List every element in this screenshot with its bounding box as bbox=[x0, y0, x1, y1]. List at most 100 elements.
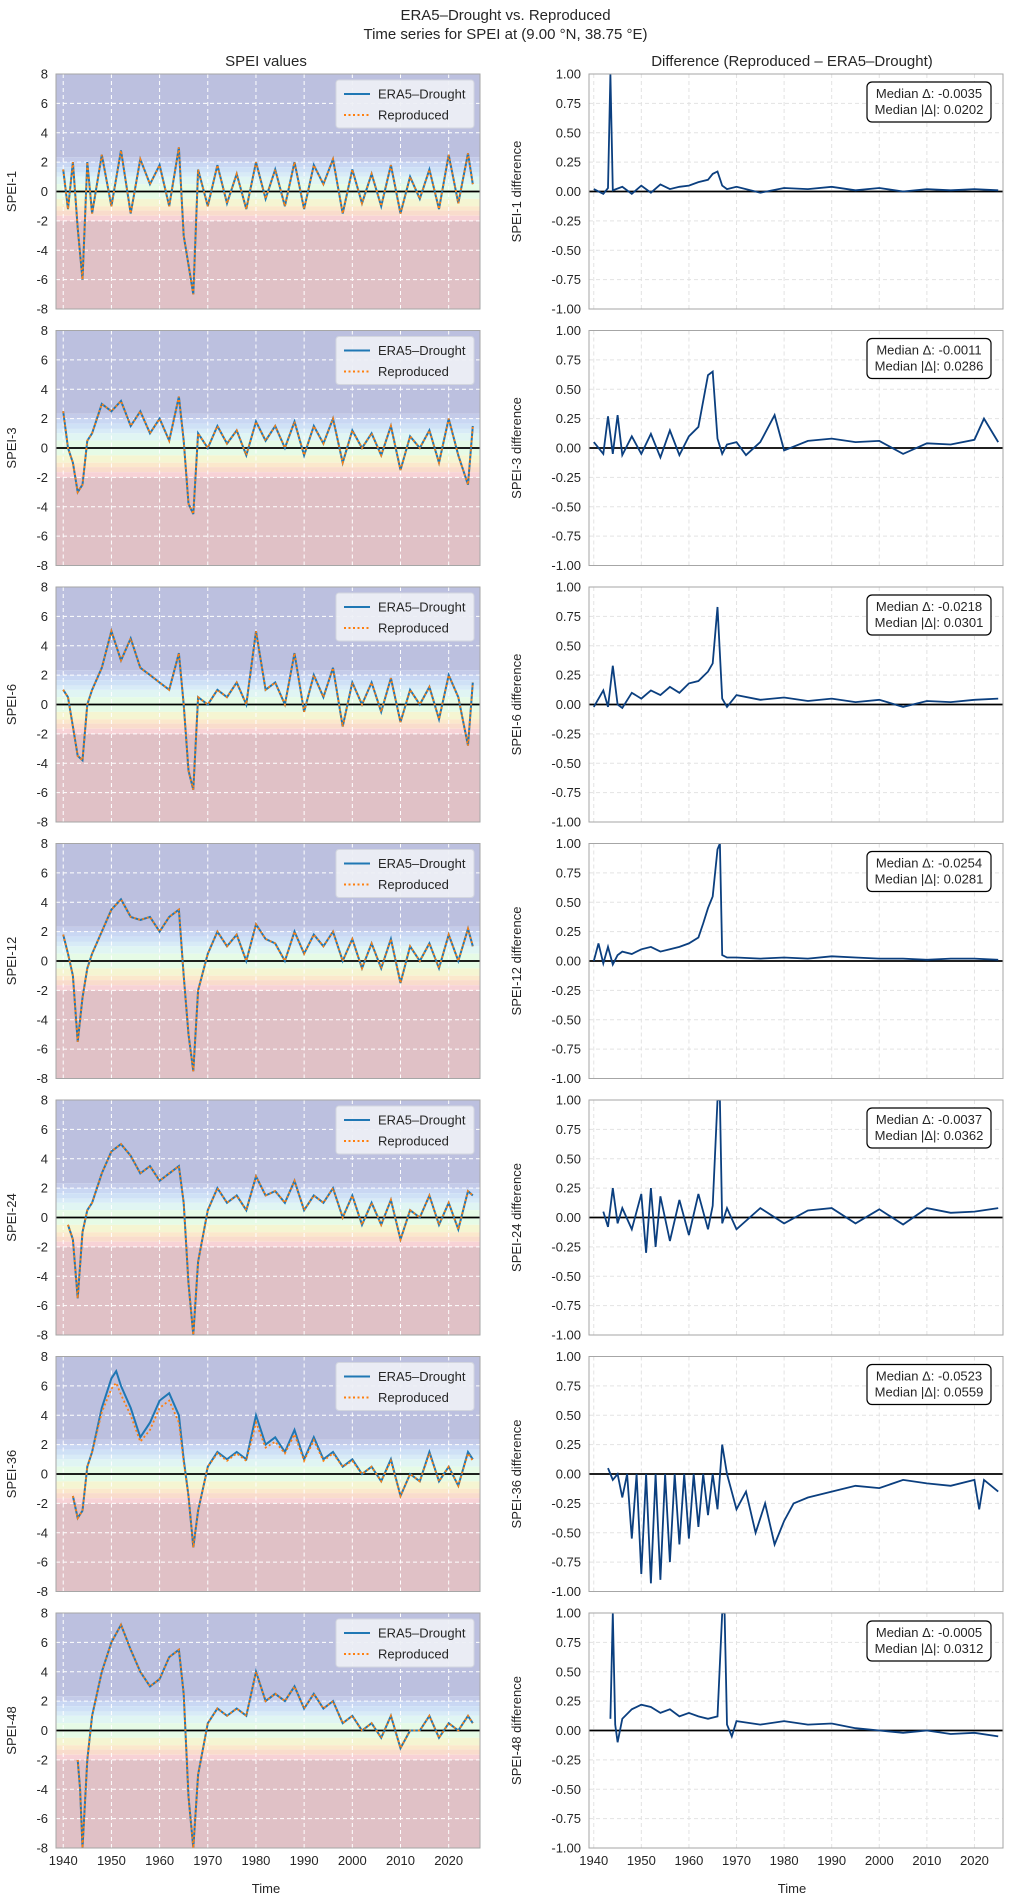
spei-6-ytick-label: 6 bbox=[41, 609, 48, 624]
spei-36-series-group bbox=[71, 1368, 474, 1548]
spei-3-difference-difference-series bbox=[593, 369, 999, 460]
spei-48-band-5 bbox=[56, 1715, 480, 1724]
right-xlabel: Time bbox=[778, 1881, 806, 1896]
spei-24-difference-ytick-label: 1.00 bbox=[556, 1093, 581, 1108]
spei-12-difference-difference-series bbox=[592, 843, 999, 967]
spei-24-ytick-label: -2 bbox=[36, 1239, 48, 1254]
figure-title: ERA5–Drought vs. Reproduced bbox=[400, 7, 611, 24]
spei-12-difference-ytick-label: 1.00 bbox=[556, 836, 581, 851]
spei-3-legend-reproduced-label: Reproduced bbox=[378, 364, 449, 379]
spei-48-band-3 bbox=[56, 1706, 480, 1712]
spei-36-difference-panel: -1.00 -0.75 -0.50 -0.25 0.00 0.25 0.50 0.75 1.00… bbox=[509, 1349, 1004, 1599]
spei-24-band-1 bbox=[56, 1183, 480, 1189]
spei-24-panel: -8 -6 -4 -2 0 2 4 6 8 SPEI-24 ERA5–Drought Reproduc… bbox=[4, 1093, 481, 1343]
spei-36-difference-ytick-label: 1.00 bbox=[556, 1349, 581, 1364]
spei-1-difference-ytick-label: -0.50 bbox=[551, 243, 581, 258]
spei-24-difference-ylabel: SPEI-24 difference bbox=[509, 1163, 524, 1272]
spei-48-band-11 bbox=[56, 1759, 480, 1848]
spei-1-difference-ytick-label: 1.00 bbox=[556, 67, 581, 82]
spei-48-difference-xtick-label: 1990 bbox=[817, 1853, 846, 1868]
spei-48-difference-ytick-label: -0.50 bbox=[551, 1782, 581, 1797]
spei-1-panel: -8 -6 -4 -2 0 2 4 6 8 SPEI-1 ERA5–Drought Reproduce… bbox=[4, 67, 481, 317]
spei-48-xtick-label: 2010 bbox=[386, 1853, 415, 1868]
spei-12-legend-box bbox=[335, 849, 475, 898]
spei-6-ytick-label: -8 bbox=[36, 815, 48, 830]
spei-24-difference-ytick-label: -0.25 bbox=[551, 1239, 581, 1254]
spei-36-difference-ylabel: SPEI-36 difference bbox=[509, 1420, 524, 1529]
spei-1-difference-ytick-label: -1.00 bbox=[551, 302, 581, 317]
spei-48-band-2 bbox=[56, 1701, 480, 1707]
spei-48-legend: ERA5–Drought Reproduced bbox=[335, 1618, 475, 1668]
spei-12-difference-ytick-label: 0.25 bbox=[556, 924, 581, 939]
spei-6-difference-ytick-label: 1.00 bbox=[556, 580, 581, 595]
spei-1-frame bbox=[55, 73, 481, 310]
spei-24-difference-difference-series bbox=[602, 1100, 999, 1253]
spei-6-difference-annotation-box bbox=[866, 594, 992, 636]
spei-1-difference-ytick-label: -0.25 bbox=[551, 213, 581, 228]
spei-24-legend-reproduced-label: Reproduced bbox=[378, 1134, 449, 1149]
spei-24-frame bbox=[55, 1099, 481, 1336]
spei-1-ytick-label: -4 bbox=[36, 243, 48, 258]
spei-48-ytick-label: -2 bbox=[36, 1752, 48, 1767]
right-column-title: Difference (Reproduced – ERA5–Drought) bbox=[651, 53, 933, 70]
spei-24-ytick-label: -6 bbox=[36, 1298, 48, 1313]
spei-1-difference-ytick-label: 0.50 bbox=[556, 125, 581, 140]
spei-12-ytick-label: -6 bbox=[36, 1042, 48, 1057]
spei-36-band-8 bbox=[56, 1488, 480, 1494]
spei-12-frame bbox=[55, 843, 481, 1079]
spei-36-difference-annotation-line: Median |Δ|: 0.0559 bbox=[875, 1385, 984, 1400]
spei-6-band-9 bbox=[56, 723, 480, 729]
spei-6-difference-ytick-label: 0.75 bbox=[556, 609, 581, 624]
spei-36-ytick-label: 6 bbox=[41, 1378, 48, 1393]
spei-1-legend-reproduced-label: Reproduced bbox=[378, 108, 449, 123]
spei-3-band-7 bbox=[56, 455, 480, 463]
spei-48-difference-ytick-label: -1.00 bbox=[551, 1841, 581, 1856]
spei-3-difference-ytick-label: 0.00 bbox=[556, 441, 581, 456]
spei-24-difference-ytick-label: -0.75 bbox=[551, 1298, 581, 1313]
spei-1-ytick-label: 6 bbox=[41, 96, 48, 111]
spei-36-ytick-label: 4 bbox=[41, 1408, 48, 1423]
spei-12-difference-ytick-label: 0.00 bbox=[556, 954, 581, 969]
spei-3-difference-ytick-label: -1.00 bbox=[551, 558, 581, 573]
spei-36-legend-era5-label: ERA5–Drought bbox=[378, 1369, 466, 1384]
spei-3-difference-ytick-label: -0.50 bbox=[551, 499, 581, 514]
spei-48-difference-ytick-label: -0.25 bbox=[551, 1752, 581, 1767]
spei-1-band-11 bbox=[56, 220, 480, 309]
spei-24-band-8 bbox=[56, 1232, 480, 1237]
spei-12-ytick-label: -8 bbox=[36, 1071, 48, 1086]
spei-36-difference-ytick-label: 0.25 bbox=[556, 1437, 581, 1452]
spei-36-ytick-label: 8 bbox=[41, 1349, 48, 1364]
spei-24-difference-ytick-label: -0.50 bbox=[551, 1269, 581, 1284]
spei-24-difference-ytick-label: -1.00 bbox=[551, 1328, 581, 1343]
spei-12-difference-annotation-box bbox=[866, 850, 992, 893]
spei-3-difference-ytick-label: 0.75 bbox=[556, 352, 581, 367]
spei-48-reproduced-series bbox=[76, 1622, 474, 1848]
spei-12-band-9 bbox=[56, 980, 480, 986]
spei-36-ytick-label: 0 bbox=[41, 1467, 48, 1482]
spei-3-legend-era5-label: ERA5–Drought bbox=[378, 343, 466, 358]
spei-1-ytick-label: -8 bbox=[36, 302, 48, 317]
spei-6-difference-ytick-label: -0.25 bbox=[551, 726, 581, 741]
spei-24-reproduced-series bbox=[67, 1142, 474, 1335]
spei-6-legend: ERA5–Drought Reproduced bbox=[335, 592, 475, 642]
spei-36-band-11 bbox=[56, 1503, 480, 1592]
spei-12-band-2 bbox=[56, 931, 480, 937]
spei-6-band-5 bbox=[56, 689, 480, 698]
spei-12-band-10 bbox=[56, 985, 480, 991]
spei-48-legend-era5-label: ERA5–Drought bbox=[378, 1626, 466, 1641]
spei-36-ytick-label: -8 bbox=[36, 1584, 48, 1599]
spei-48-difference-ytick-label: 0.50 bbox=[556, 1664, 581, 1679]
spei-24-ylabel: SPEI-24 bbox=[4, 1193, 19, 1241]
spei-24-band-2 bbox=[56, 1188, 480, 1194]
spei-48-xtick-label: 2000 bbox=[338, 1853, 367, 1868]
spei-3-difference-annotation-box bbox=[866, 337, 992, 380]
spei-24-difference-annotation-line: Median Δ: -0.0037 bbox=[876, 1112, 982, 1127]
spei-12-difference-ytick-label: 0.75 bbox=[556, 865, 581, 880]
spei-24-band-7 bbox=[56, 1224, 480, 1233]
spei-1-difference-ytick-label: 0.00 bbox=[556, 184, 581, 199]
spei-36-legend: ERA5–Drought Reproduced bbox=[335, 1362, 475, 1411]
spei-3-difference-ylabel: SPEI-3 difference bbox=[509, 397, 524, 499]
